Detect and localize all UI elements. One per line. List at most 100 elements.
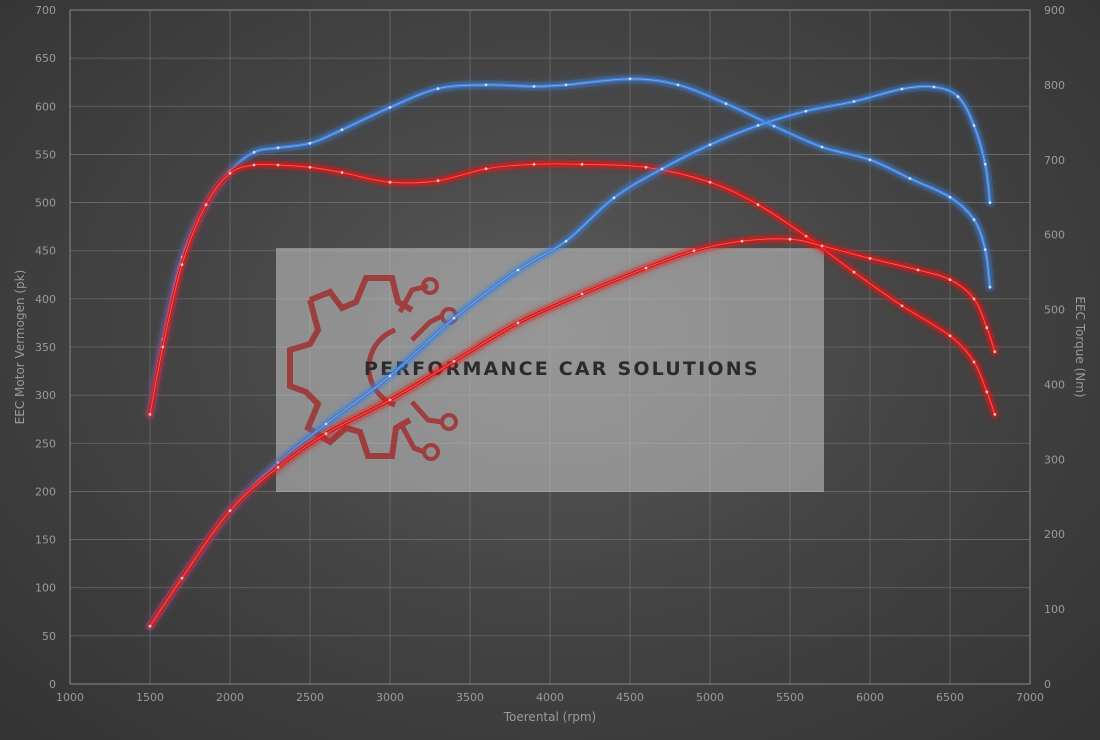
y-left-tick-label: 500: [35, 197, 56, 210]
y-left-tick-label: 200: [35, 485, 56, 498]
series-point: [948, 195, 952, 199]
series-point: [452, 360, 456, 363]
series-point: [988, 201, 992, 205]
series-point: [788, 237, 792, 241]
x-axis-title: Toerental (rpm): [503, 710, 596, 724]
series-point: [436, 87, 440, 90]
x-tick-label: 2000: [216, 691, 244, 704]
y-left-tick-label: 0: [49, 678, 56, 691]
x-tick-label: 3500: [456, 691, 484, 704]
series-point: [324, 422, 328, 426]
y-right-tick-label: 0: [1044, 678, 1051, 691]
series-point: [756, 124, 760, 127]
series-point: [628, 77, 632, 81]
series-point: [993, 350, 997, 354]
gear-circuit-icon: [287, 275, 458, 461]
x-tick-label: 5000: [696, 691, 724, 704]
series-point: [340, 128, 344, 132]
watermark-text: PERFORMANCE CAR SOLUTIONS: [364, 358, 760, 380]
series-point: [388, 398, 392, 402]
y-right-tick-label: 500: [1044, 304, 1065, 317]
y-right-tick-label: 700: [1044, 154, 1065, 167]
series-point: [532, 162, 536, 166]
series-point: [756, 203, 760, 207]
series-point: [983, 248, 987, 252]
series-point: [180, 263, 184, 266]
series-point: [948, 334, 952, 338]
y-right-tick-label: 600: [1044, 229, 1065, 242]
x-tick-label: 2500: [296, 691, 324, 704]
y-axis-left-title: EEC Motor Vermogen (pk): [13, 270, 27, 425]
series-point: [804, 234, 808, 238]
y-left-tick-label: 100: [35, 582, 56, 595]
x-tick-label: 4500: [616, 691, 644, 704]
y-left-tick-label: 350: [35, 341, 56, 354]
y-right-tick-label: 100: [1044, 603, 1065, 616]
series-point: [820, 244, 824, 248]
series-point: [516, 268, 520, 272]
series-point: [228, 509, 232, 513]
series-point: [988, 285, 992, 289]
series-point: [148, 413, 152, 416]
series-point: [908, 177, 912, 180]
series-point: [452, 316, 456, 320]
y-left-tick-label: 650: [35, 52, 56, 65]
series-point: [868, 158, 872, 162]
y-left-tick-label: 700: [35, 4, 56, 17]
series-point: [660, 167, 664, 171]
series-point: [532, 85, 536, 88]
series-point: [161, 345, 165, 349]
x-tick-label: 4000: [536, 691, 564, 704]
series-point: [985, 390, 989, 394]
series-point: [972, 360, 976, 364]
x-tick-label: 1500: [136, 691, 164, 704]
series-point: [436, 179, 440, 183]
series-point: [388, 180, 392, 184]
series: [145, 74, 1000, 631]
series-point: [972, 124, 976, 127]
y-axis-right-title: EEC Torque (Nm): [1073, 296, 1087, 397]
plot-frame: [69, 9, 1031, 685]
x-tick-label: 6000: [856, 691, 884, 704]
series-point: [340, 171, 344, 174]
y-left-tick-label: 450: [35, 245, 56, 258]
x-tick-label: 3000: [376, 691, 404, 704]
series-point: [276, 466, 280, 469]
series-point: [972, 297, 976, 301]
y-left-tick-label: 50: [42, 630, 56, 643]
series-point: [820, 145, 824, 149]
y-left-tick-label: 550: [35, 148, 56, 161]
series-point: [228, 171, 232, 175]
series-point: [956, 95, 960, 99]
y-left-tick-label: 150: [35, 534, 56, 547]
series-point: [993, 413, 997, 416]
series-point: [148, 624, 152, 628]
series-point: [948, 278, 952, 281]
series-point: [308, 141, 312, 145]
x-tick-label: 5500: [776, 691, 804, 704]
series-point: [324, 432, 328, 436]
series-point: [252, 150, 256, 154]
y-left-tick-label: 400: [35, 293, 56, 306]
series-point: [916, 268, 920, 272]
y-right-tick-label: 900: [1044, 4, 1065, 17]
series-point: [852, 100, 856, 103]
series-point: [972, 218, 976, 222]
series-point: [772, 124, 776, 128]
series-point: [900, 304, 904, 308]
series-point: [932, 85, 936, 89]
series-point: [276, 163, 280, 167]
series-point: [676, 83, 680, 87]
series-point: [708, 180, 712, 184]
series-point: [564, 239, 568, 243]
series-point: [985, 326, 989, 330]
series-point: [612, 196, 616, 200]
series-point: [900, 87, 904, 91]
series-point: [983, 162, 987, 166]
series-point: [180, 576, 184, 580]
y-right-tick-label: 200: [1044, 528, 1065, 541]
series-point: [644, 165, 648, 169]
y-right-tick-label: 300: [1044, 453, 1065, 466]
series-point: [580, 292, 584, 296]
series-point: [564, 83, 568, 87]
